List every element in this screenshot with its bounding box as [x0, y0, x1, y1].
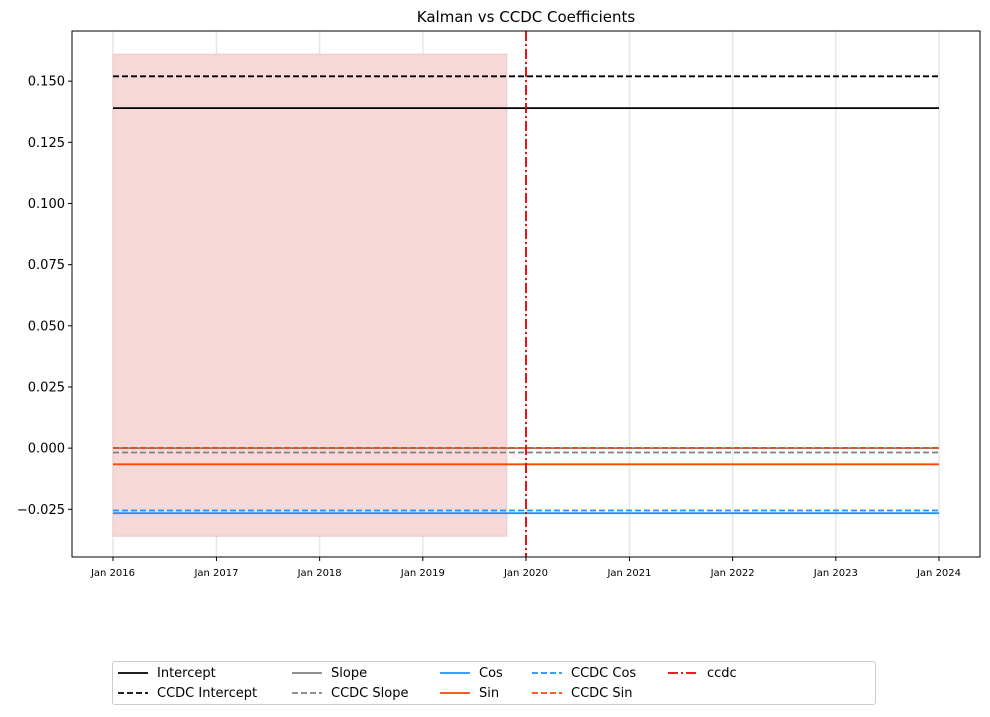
legend-label: CCDC Intercept	[157, 685, 258, 701]
x-tick-label: Jan 2019	[400, 568, 445, 579]
legend-item: Cos	[439, 663, 503, 683]
y-tick-label: 0.075	[28, 258, 65, 273]
shaded-region	[112, 53, 508, 537]
y-tick-label: 0.125	[28, 136, 65, 151]
legend-label: CCDC Sin	[571, 685, 633, 701]
legend-label: Cos	[479, 665, 503, 681]
legend-label: Intercept	[157, 665, 216, 681]
legend-label: ccdc	[707, 665, 737, 681]
x-tick-label: Jan 2021	[606, 568, 651, 579]
x-tick-label: Jan 2020	[503, 568, 548, 579]
legend-item: CCDC Slope	[291, 683, 408, 703]
legend-label: Slope	[331, 665, 368, 681]
legend-swatch	[532, 672, 562, 674]
legend-label: CCDC Slope	[331, 685, 409, 701]
chart-legend: Intercept CCDC Intercept Slope CCDC Slope Co…	[112, 661, 876, 705]
legend-swatch	[440, 692, 470, 694]
legend-label: Sin	[479, 685, 500, 701]
legend-item: Sin	[439, 683, 499, 703]
y-tick-label: 0.050	[28, 319, 65, 334]
legend-item: CCDC Sin	[531, 683, 632, 703]
legend-swatch	[118, 672, 148, 674]
legend-item: CCDC Cos	[531, 663, 636, 683]
legend-swatch	[118, 692, 148, 694]
x-tick-label: Jan 2016	[90, 568, 135, 579]
y-tick-label: 0.100	[28, 197, 65, 212]
x-tick-label: Jan 2024	[916, 568, 961, 579]
chart: Kalman vs CCDC Coefficients 0.150 0.125 0.…	[17, 8, 981, 579]
y-tick-label: 0.150	[28, 75, 65, 90]
y-tick-label: 0.025	[28, 380, 65, 395]
y-tick-label: 0.000	[28, 442, 65, 457]
legend-item: ccdc	[667, 663, 737, 683]
y-tick-label: −0.025	[17, 503, 65, 518]
x-tick-label: Jan 2018	[297, 568, 342, 579]
x-tick-label: Jan 2017	[193, 568, 238, 579]
legend-swatch	[292, 692, 322, 694]
legend-swatch	[668, 672, 698, 674]
x-tick-label: Jan 2023	[813, 568, 858, 579]
legend-swatch	[440, 672, 470, 674]
legend-swatch	[532, 692, 562, 694]
legend-item: Intercept	[117, 663, 216, 683]
legend-item: Slope	[291, 663, 367, 683]
chart-title: Kalman vs CCDC Coefficients	[417, 8, 636, 26]
legend-swatch	[292, 672, 322, 674]
legend-label: CCDC Cos	[571, 665, 637, 681]
x-tick-label: Jan 2022	[710, 568, 755, 579]
legend-item: CCDC Intercept	[117, 683, 257, 703]
